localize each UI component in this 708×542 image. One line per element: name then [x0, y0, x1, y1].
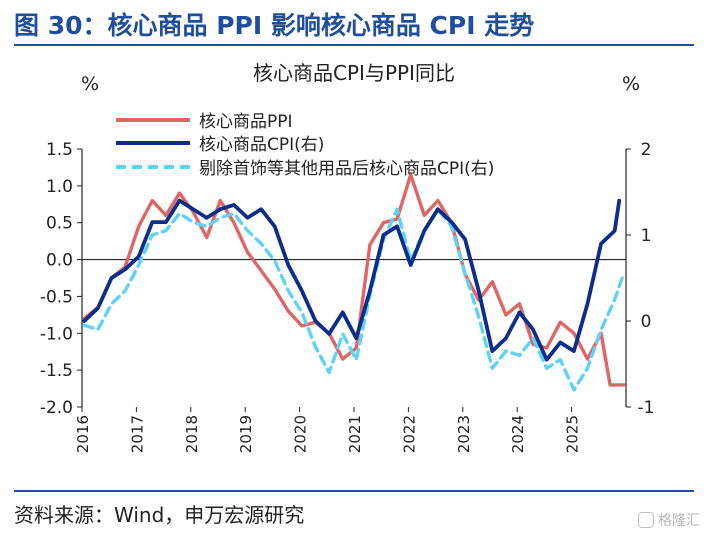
legend-label-cpi: 核心商品CPI(右): [199, 135, 324, 155]
x-tick-label: 2021: [346, 415, 364, 453]
right-tick-label: 1: [641, 226, 652, 246]
series-line-cpi: [82, 198, 622, 362]
right-tick-label: 0: [641, 312, 652, 332]
chart: 核心商品CPI与PPI同比 % % 1.5 1.0 0.5 0.0 -0.5 -1.0 -1…: [40, 61, 655, 453]
right-tick-label: -1: [638, 398, 655, 418]
figure-title: 图 30：核心商品 PPI 影响核心商品 CPI 走势: [14, 11, 535, 40]
x-tick-label: 2025: [564, 415, 582, 453]
title-rule: [14, 44, 694, 46]
legend: 核心商品PPI 核心商品CPI(右) 剔除首饰等其他用品后核心商品CPI(右): [116, 112, 494, 179]
legend-label-ppi: 核心商品PPI: [199, 112, 293, 132]
source-rule: [14, 490, 694, 492]
x-tick-label: 2018: [183, 415, 201, 453]
x-tick-label: 2019: [237, 415, 255, 453]
left-tick-label: -1.0: [40, 324, 73, 344]
right-tick-label: 2: [641, 140, 652, 160]
left-tick-label: 1.5: [46, 140, 73, 160]
series-layer: [82, 173, 626, 392]
left-tick-label: 0.5: [46, 214, 73, 234]
axes: 1.5 1.0 0.5 0.0 -0.5 -1.0 -1.5 -2.0 2 1 0 -1 2016 201…: [40, 140, 655, 453]
right-axis-unit: %: [622, 73, 640, 95]
legend-label-cpi-ex: 剔除首饰等其他用品后核心商品CPI(右): [199, 159, 494, 179]
x-tick-label: 2017: [128, 415, 146, 453]
left-tick-label: 0.0: [46, 251, 73, 271]
chart-title: 核心商品CPI与PPI同比: [253, 61, 455, 85]
x-tick-label: 2023: [455, 415, 473, 453]
x-tick-label: 2022: [400, 415, 418, 453]
watermark-icon: [638, 512, 654, 528]
x-tick-label: 2016: [74, 415, 92, 453]
watermark: 格隆汇: [638, 510, 700, 530]
left-axis-unit: %: [81, 73, 99, 95]
left-tick-label: -2.0: [40, 398, 73, 418]
source-note: 资料来源：Wind，申万宏源研究: [14, 503, 305, 527]
watermark-text: 格隆汇: [658, 513, 700, 529]
x-tick-label: 2020: [292, 415, 310, 453]
x-tick-label: 2024: [509, 415, 527, 453]
left-tick-label: -0.5: [40, 287, 73, 307]
left-tick-label: -1.5: [40, 361, 73, 381]
left-tick-label: 1.0: [46, 177, 73, 197]
series-line-cpi-ex: [82, 207, 626, 392]
